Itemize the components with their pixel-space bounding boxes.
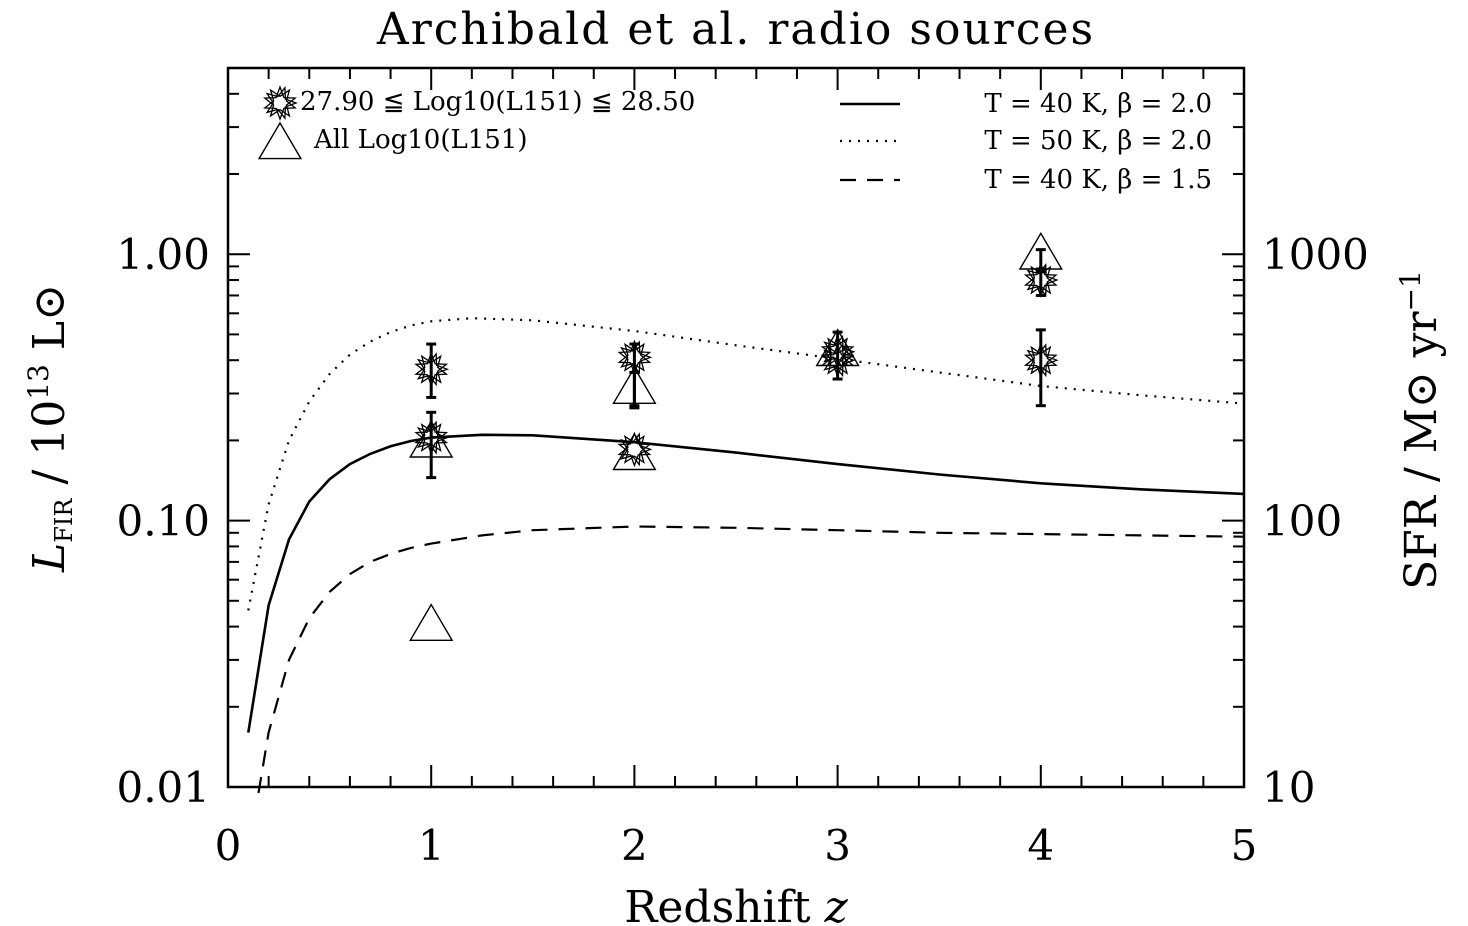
star-outline (820, 342, 855, 375)
star-outline (1023, 262, 1058, 295)
model-curves (247, 317, 1245, 794)
y-tick-label: 0.01 (116, 763, 210, 812)
star-marker (414, 419, 450, 456)
y2-tick-label: 1000 (1262, 230, 1369, 279)
y2-axis-title: SFR / M⊙ yr−1 (1394, 270, 1447, 590)
legend-label-curve: T = 40 K, β = 1.5 (984, 165, 1212, 195)
y-tick-label: 0.10 (116, 497, 210, 546)
x-tick-label: 4 (1027, 821, 1054, 870)
star-outline (617, 342, 652, 376)
x-tick-label: 0 (215, 821, 242, 870)
star-outline (1023, 342, 1058, 375)
legend-label-triangles: All Log10(L151) (313, 125, 528, 155)
star-outline (416, 352, 450, 387)
x-tick-label: 2 (621, 821, 648, 870)
y2-tick-label: 100 (1262, 497, 1342, 546)
x-axis-title: Redshift z (624, 882, 848, 926)
star-outline (619, 340, 653, 375)
star-outline (820, 333, 855, 367)
star-marker (263, 85, 298, 121)
star-outline (1023, 345, 1058, 379)
star-outline (414, 354, 449, 388)
x-tick-label: 1 (418, 821, 445, 870)
y2-tick-label: 10 (1262, 763, 1315, 812)
x-tick-label: 5 (1231, 821, 1258, 870)
star-outline (617, 339, 652, 372)
error-bars (426, 248, 1046, 480)
star-outline (414, 351, 449, 384)
triangle-marker (1018, 232, 1063, 270)
star-outline (1026, 343, 1059, 378)
plot-frame (226, 66, 1246, 789)
star-marker (617, 431, 653, 468)
star-marker (1023, 342, 1059, 379)
star-outline (265, 86, 298, 120)
star-outline (414, 419, 449, 452)
y-tick-label: 1.00 (116, 230, 210, 279)
legend: 27.90 ≦ Log10(L151) ≦ 28.50 All Log10(L15… (257, 85, 1212, 195)
curve-dotted (247, 317, 1245, 611)
y-axis-title: LFIR / 1013 L⊙ (22, 284, 78, 573)
curve-solid (247, 433, 1245, 733)
legend-label-curve: T = 40 K, β = 2.0 (984, 89, 1212, 119)
star-marker (617, 339, 653, 376)
tick-labels: 0 1 2 3 4 5 0.01 0.10 1.00 10 100 1000 (116, 230, 1368, 870)
triangle-marker (409, 419, 454, 458)
triangle-marker (815, 328, 860, 367)
axis-ticks (227, 67, 1245, 788)
triangle-marker (612, 432, 657, 471)
x-tick-label: 3 (824, 821, 851, 870)
star-outline (823, 343, 856, 378)
star-outline (1026, 263, 1059, 297)
star-outline (620, 432, 653, 467)
star-outline (263, 85, 297, 118)
star-outline (617, 435, 652, 468)
data-markers (409, 232, 1063, 641)
triangle-marker (612, 366, 657, 404)
star-outline (416, 420, 450, 455)
legend-label-stars: 27.90 ≦ Log10(L151) ≦ 28.50 (300, 87, 695, 117)
star-outline (263, 88, 297, 121)
triangle-marker (257, 121, 303, 160)
curve-dashed (257, 525, 1245, 794)
star-outline (617, 431, 652, 464)
triangle-marker (409, 603, 454, 641)
star-marker (414, 351, 450, 388)
star-outline (414, 423, 449, 456)
legend-label-curve: T = 50 K, β = 2.0 (984, 126, 1212, 156)
chart-title: Archibald et al. radio sources (376, 4, 1095, 55)
